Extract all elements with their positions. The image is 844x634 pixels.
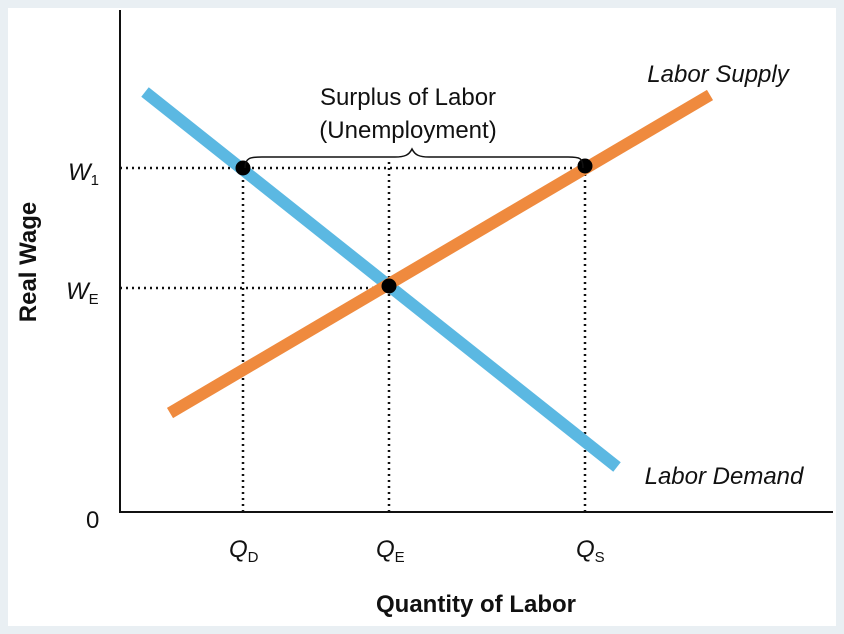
subscript: 1 — [91, 172, 99, 189]
supply-label: Labor Supply — [647, 61, 790, 88]
symbol: W — [68, 159, 93, 186]
y-tick-label: WE — [66, 278, 99, 308]
symbol: Q — [576, 536, 595, 563]
x-axis-title: Quantity of Labor — [376, 591, 576, 618]
demand-label: Labor Demand — [645, 463, 804, 490]
point-qs — [577, 158, 593, 174]
subscript: E — [395, 549, 405, 566]
origin-label: 0 — [86, 507, 99, 534]
x-tick-label: QE — [376, 536, 405, 566]
annotation-line1: Surplus of Labor — [320, 84, 496, 111]
brace — [244, 147, 584, 169]
subscript: S — [595, 549, 605, 566]
subscript: D — [248, 549, 259, 566]
annotation-line2: (Unemployment) — [319, 117, 496, 144]
symbol: Q — [376, 536, 395, 563]
x-tick-label: QD — [229, 536, 259, 566]
point-qd — [235, 160, 251, 176]
symbol: Q — [229, 536, 248, 563]
symbol: W — [66, 278, 91, 305]
x-tick-label: QS — [576, 536, 605, 566]
supply-curve — [166, 89, 714, 419]
y-tick-label: W1 — [68, 159, 99, 189]
demand-curve — [141, 87, 621, 472]
subscript: E — [89, 291, 99, 308]
y-axis-title: Real Wage — [15, 202, 42, 322]
point-equilibrium — [381, 278, 397, 294]
